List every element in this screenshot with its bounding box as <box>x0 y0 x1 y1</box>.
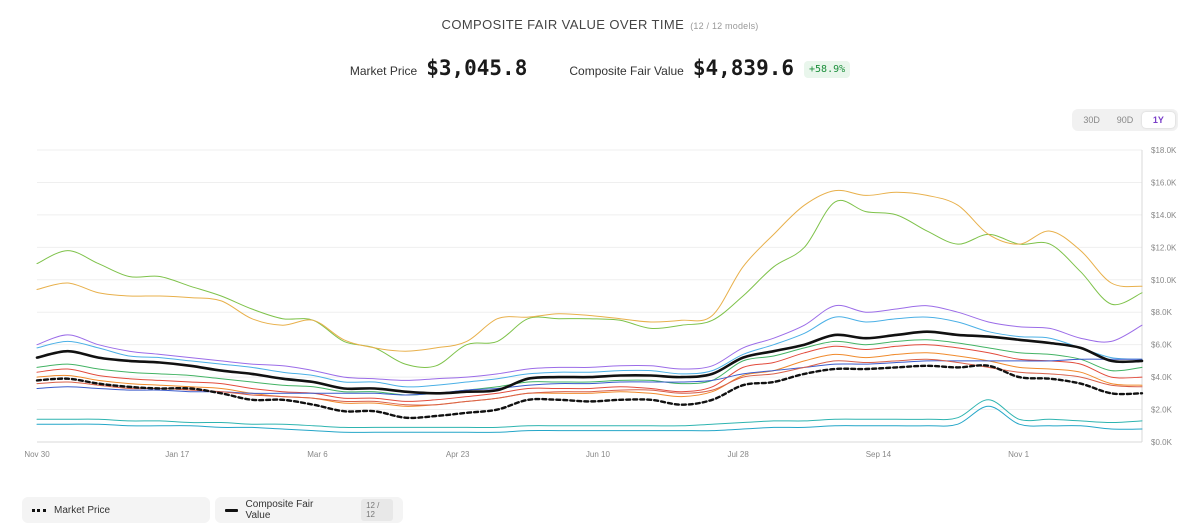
y-tick-label: $0.0K <box>1151 438 1173 447</box>
y-tick-label: $6.0K <box>1151 341 1173 350</box>
y-tick-label: $8.0K <box>1151 308 1173 317</box>
series-model-line <box>36 344 1143 402</box>
series-model-line <box>36 358 1143 406</box>
legend-composite-label: Composite Fair Value <box>245 499 314 521</box>
legend-market-price-label: Market Price <box>54 504 111 516</box>
series-model-line <box>36 339 1143 396</box>
change-badge: +58.9% <box>804 61 851 78</box>
legend-market-price-chip[interactable]: Market Price <box>22 497 210 523</box>
x-tick-label: Jun 10 <box>586 450 611 459</box>
series-model-line <box>36 405 1143 433</box>
composite-fair-value-value: $4,839.6 <box>692 56 795 80</box>
chart-subtitle: (12 / 12 models) <box>690 21 759 31</box>
legend-composite[interactable]: Composite Fair Value 12 / 12 <box>215 497 403 523</box>
stats-row: Market Price $3,045.8 Composite Fair Val… <box>0 56 1200 81</box>
model-count-badge: 12 / 12 <box>361 499 393 521</box>
market-price-value: $3,045.8 <box>426 56 528 80</box>
chart-title: COMPOSITE FAIR VALUE OVER TIME (12 / 12 … <box>0 17 1200 32</box>
y-tick-label: $12.0K <box>1151 243 1177 252</box>
series-model-line <box>36 304 1143 381</box>
series-model-line <box>36 316 1143 388</box>
y-tick-label: $18.0K <box>1151 146 1177 155</box>
series-market-price <box>35 364 1144 420</box>
fair-value-line-chart: $0.0K $2.0K $4.0K $6.0K $8.0K $10.0K $12.0K $14… <box>24 146 1177 459</box>
x-tick-label: Jan 17 <box>165 450 190 459</box>
y-tick-label: $16.0K <box>1151 178 1177 187</box>
x-tick-label: Apr 23 <box>446 450 470 459</box>
series-model-line <box>36 189 1143 352</box>
x-tick-label: Nov 30 <box>24 450 50 459</box>
composite-fair-value-stat: Composite Fair Value $4,839.6 +58.9% <box>569 56 851 81</box>
dashed-line-icon <box>32 508 46 512</box>
solid-line-icon <box>225 508 238 512</box>
series-model-line <box>36 399 1143 429</box>
market-price-label: Market Price <box>349 64 418 78</box>
x-tick-label: Jul 28 <box>727 450 749 459</box>
series-model-line <box>36 352 1143 407</box>
range-30d-button[interactable]: 30D <box>1083 115 1100 125</box>
range-selector: 30D 90D 1Y <box>1072 109 1178 131</box>
x-tick-label: Sep 14 <box>866 450 892 459</box>
chart-title-text: COMPOSITE FAIR VALUE OVER TIME <box>441 17 685 32</box>
y-tick-label: $4.0K <box>1151 373 1173 382</box>
series-model-line <box>36 200 1143 368</box>
composite-fair-value-label: Composite Fair Value <box>569 64 684 78</box>
legend-composite-chip[interactable]: Composite Fair Value 12 / 12 <box>215 497 403 523</box>
x-tick-label: Nov 1 <box>1008 450 1029 459</box>
y-tick-label: $2.0K <box>1151 406 1173 415</box>
series-composite-fair-value <box>35 330 1144 395</box>
y-tick-label: $14.0K <box>1151 211 1177 220</box>
x-tick-label: Mar 6 <box>307 450 328 459</box>
legend-market-price[interactable]: Market Price <box>22 497 210 523</box>
market-price-stat: Market Price $3,045.8 <box>350 56 528 80</box>
range-90d-button[interactable]: 90D <box>1116 115 1134 125</box>
range-1y-button[interactable]: 1Y <box>1141 112 1175 128</box>
y-tick-label: $10.0K <box>1151 276 1177 285</box>
